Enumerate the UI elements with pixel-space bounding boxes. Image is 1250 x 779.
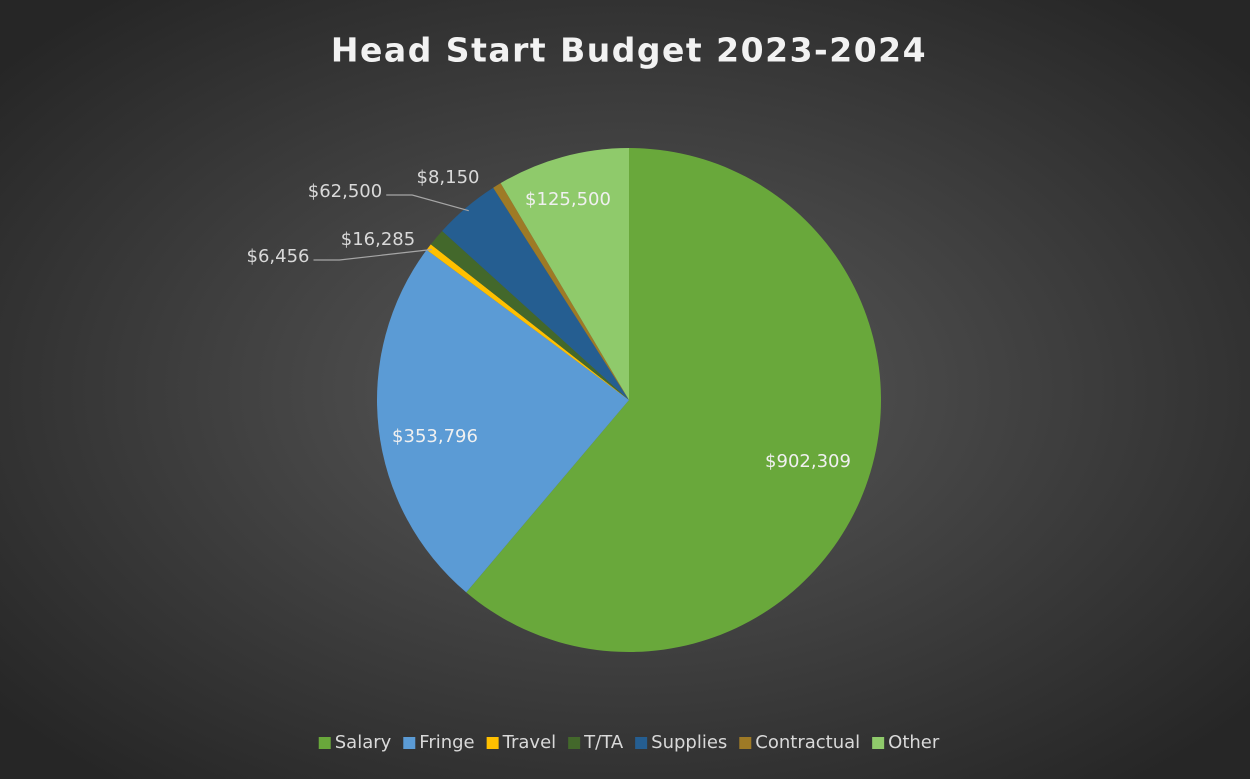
pie-slice <box>500 148 629 400</box>
pie-slice <box>430 230 629 400</box>
leader-line <box>386 194 469 212</box>
legend-swatch <box>872 737 885 749</box>
legend-swatch <box>568 737 581 749</box>
data-label: $353,796 <box>392 426 478 447</box>
legend-label: T/TA <box>583 732 624 753</box>
legend-label: Salary <box>335 732 392 753</box>
data-label: $16,285 <box>341 229 415 250</box>
data-label: $125,500 <box>525 189 611 210</box>
data-label: $8,150 <box>417 167 480 188</box>
leader-line <box>313 248 432 261</box>
legend-swatch <box>739 737 752 749</box>
chart-title: Head Start Budget 2023-2024 <box>331 31 927 70</box>
pie-slice <box>442 187 629 400</box>
data-label: $902,309 <box>765 451 851 472</box>
legend-swatch <box>403 737 416 749</box>
legend-swatch <box>635 737 648 749</box>
data-label: $62,500 <box>308 181 382 202</box>
data-label: $6,456 <box>247 246 310 267</box>
legend-label: Fringe <box>419 732 474 753</box>
pie-slice <box>376 249 629 593</box>
pie-slice <box>426 244 629 400</box>
legend-label: Contractual <box>755 732 860 753</box>
legend-swatch <box>486 737 499 749</box>
legend-label: Other <box>888 732 940 753</box>
pie-slice <box>493 183 629 400</box>
legend-label: Supplies <box>651 732 727 753</box>
legend-swatch <box>318 737 331 749</box>
legend-label: Travel <box>502 732 557 753</box>
pie-slice <box>466 148 881 652</box>
